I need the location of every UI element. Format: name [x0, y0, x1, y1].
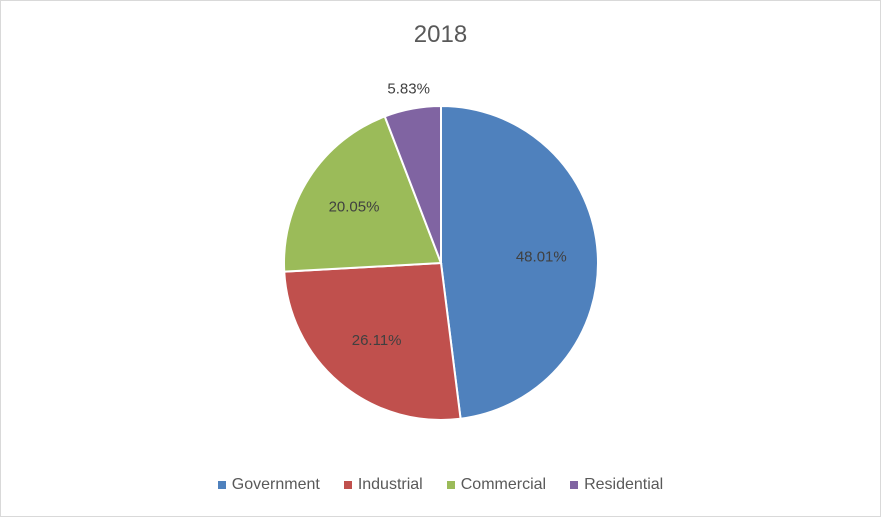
data-label-commercial: 20.05%	[329, 199, 380, 216]
legend-label: Commercial	[460, 476, 547, 493]
legend-item-commercial: Commercial	[446, 476, 547, 494]
legend-label: Government	[231, 476, 320, 493]
chart-title: 2018	[413, 21, 468, 48]
pie-slice-industrial	[283, 261, 462, 421]
legend-swatch	[217, 481, 226, 489]
data-label-government: 48.01%	[516, 249, 567, 266]
legend-swatch	[343, 481, 352, 489]
legend-item-residential: Residential	[570, 476, 663, 494]
legend-swatch	[446, 481, 455, 489]
legend-item-government: Government	[217, 476, 320, 494]
legend-label: Residential	[584, 476, 664, 493]
data-label-residential: 5.83%	[387, 81, 430, 98]
legend-label: Industrial	[357, 476, 423, 493]
legend-swatch	[570, 481, 579, 489]
pie-slice-commercial	[283, 115, 443, 273]
data-label-industrial: 26.11%	[352, 332, 402, 349]
legend-item-industrial: Industrial	[343, 476, 423, 494]
legend: Government Industrial Commercial Residentia…	[1, 476, 880, 494]
pie-slice-government	[440, 104, 599, 420]
pie-slice-residential	[383, 104, 442, 264]
